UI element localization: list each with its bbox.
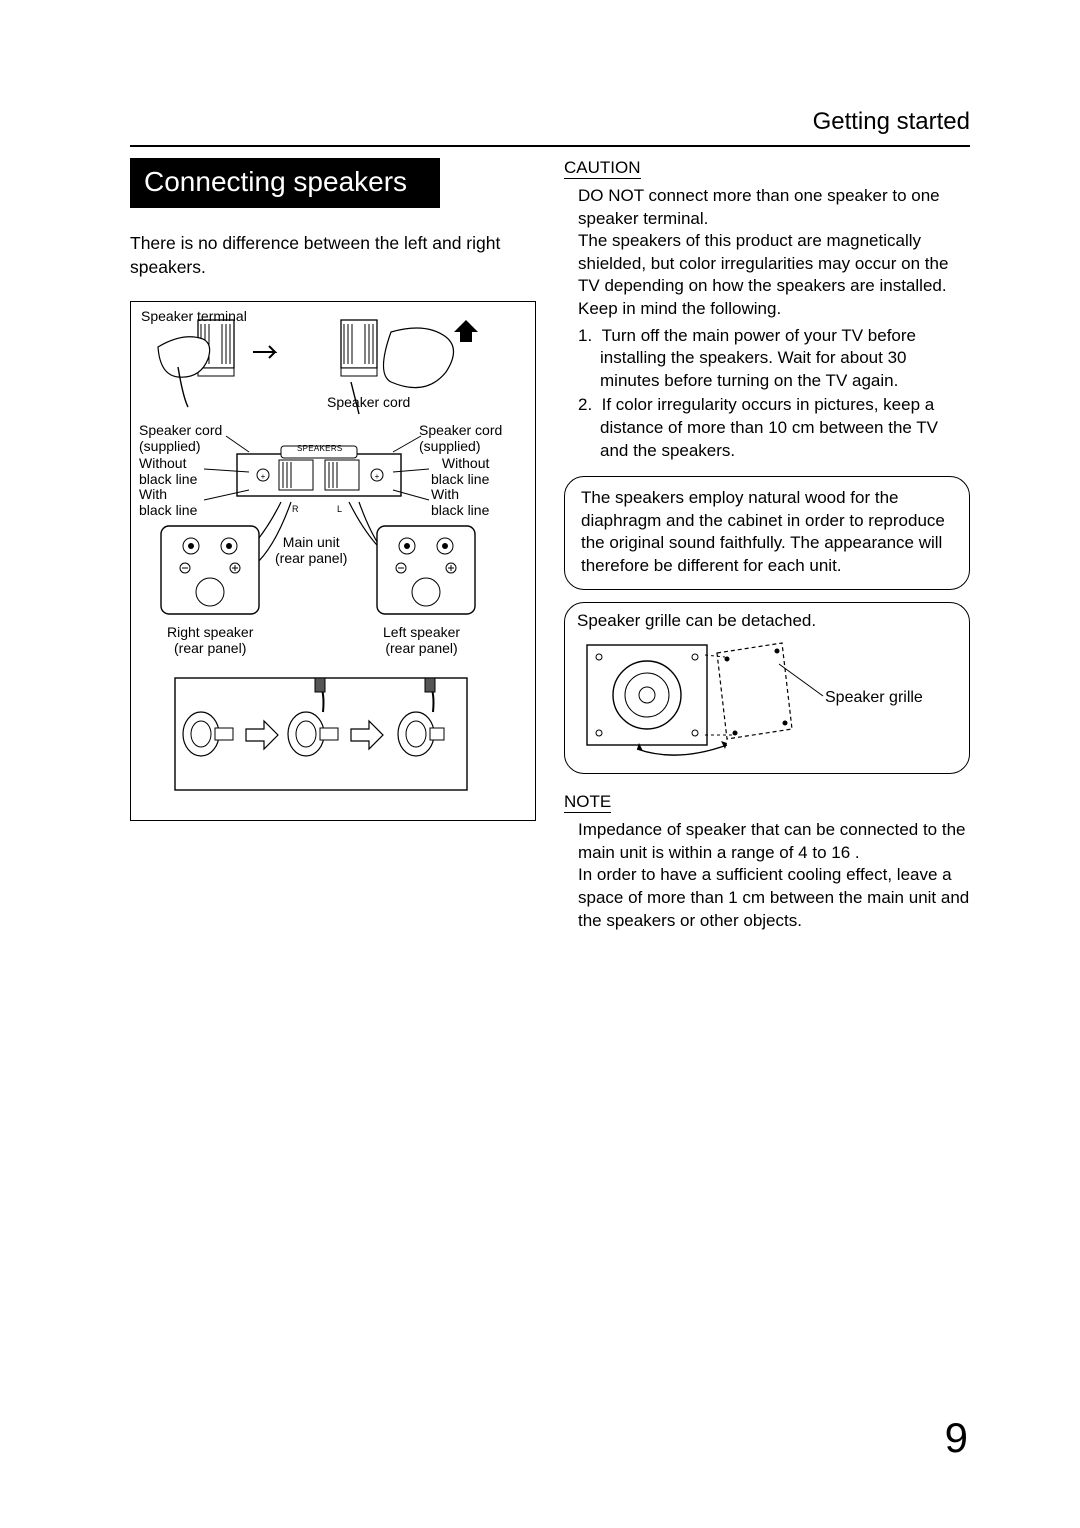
note-line1: Impedance of speaker that can be connect… <box>578 820 966 862</box>
caution-block: CAUTION DO NOT connect more than one spe… <box>564 158 970 462</box>
left-column: Connecting speakers There is no differen… <box>130 158 536 932</box>
right-speaker-rear <box>155 520 265 620</box>
grille-illustration <box>577 637 802 757</box>
caution-item-2: 2. If color irregularity occurs in pictu… <box>578 394 970 462</box>
top-rule <box>130 145 970 147</box>
grille-box: Speaker grille can be detached. <box>564 602 970 774</box>
label-main-unit: Main unit (rear panel) <box>275 534 347 566</box>
grille-leader <box>775 658 825 703</box>
caution-item-2-text: If color irregularity occurs in pictures… <box>600 395 938 459</box>
caution-item-1: 1. Turn off the main power of your TV be… <box>578 325 970 393</box>
section-label: Getting started <box>813 108 970 136</box>
caution-item-2-num: 2. <box>578 395 592 414</box>
connection-diagram: Speaker terminal Speaker cord + + SPEAKE… <box>130 301 536 821</box>
note-heading: NOTE <box>564 792 611 813</box>
left-speaker-rear <box>371 520 481 620</box>
page-number: 9 <box>945 1414 968 1462</box>
label-right-speaker: Right speaker (rear panel) <box>167 624 253 656</box>
caution-item-1-num: 1. <box>578 326 592 345</box>
caution-body: DO NOT connect more than one speaker to … <box>564 185 970 462</box>
note-line2: In order to have a sufficient cooling ef… <box>578 865 969 929</box>
content-columns: Connecting speakers There is no differen… <box>130 158 970 932</box>
wood-note-box: The speakers employ natural wood for the… <box>564 476 970 590</box>
caution-heading: CAUTION <box>564 158 641 179</box>
note-body: Impedance of speaker that can be connect… <box>564 819 970 932</box>
caution-item-1-text: Turn off the main power of your TV befor… <box>600 326 916 390</box>
grille-label: Speaker grille <box>825 689 923 707</box>
grille-title: Speaker grille can be detached. <box>577 611 957 631</box>
caution-line1: DO NOT connect more than one speaker to … <box>578 186 940 228</box>
label-left-speaker: Left speaker (rear panel) <box>383 624 460 656</box>
page: Getting started Connecting speakers Ther… <box>0 0 1080 1528</box>
right-column: CAUTION DO NOT connect more than one spe… <box>564 158 970 932</box>
caution-list: 1. Turn off the main power of your TV be… <box>578 325 970 463</box>
page-title: Connecting speakers <box>130 158 440 208</box>
intro-text: There is no difference between the left … <box>130 232 536 279</box>
note-block: NOTE Impedance of speaker that can be co… <box>564 792 970 932</box>
binding-post-illustration <box>171 674 471 794</box>
caution-line2: The speakers of this product are magneti… <box>578 231 948 318</box>
